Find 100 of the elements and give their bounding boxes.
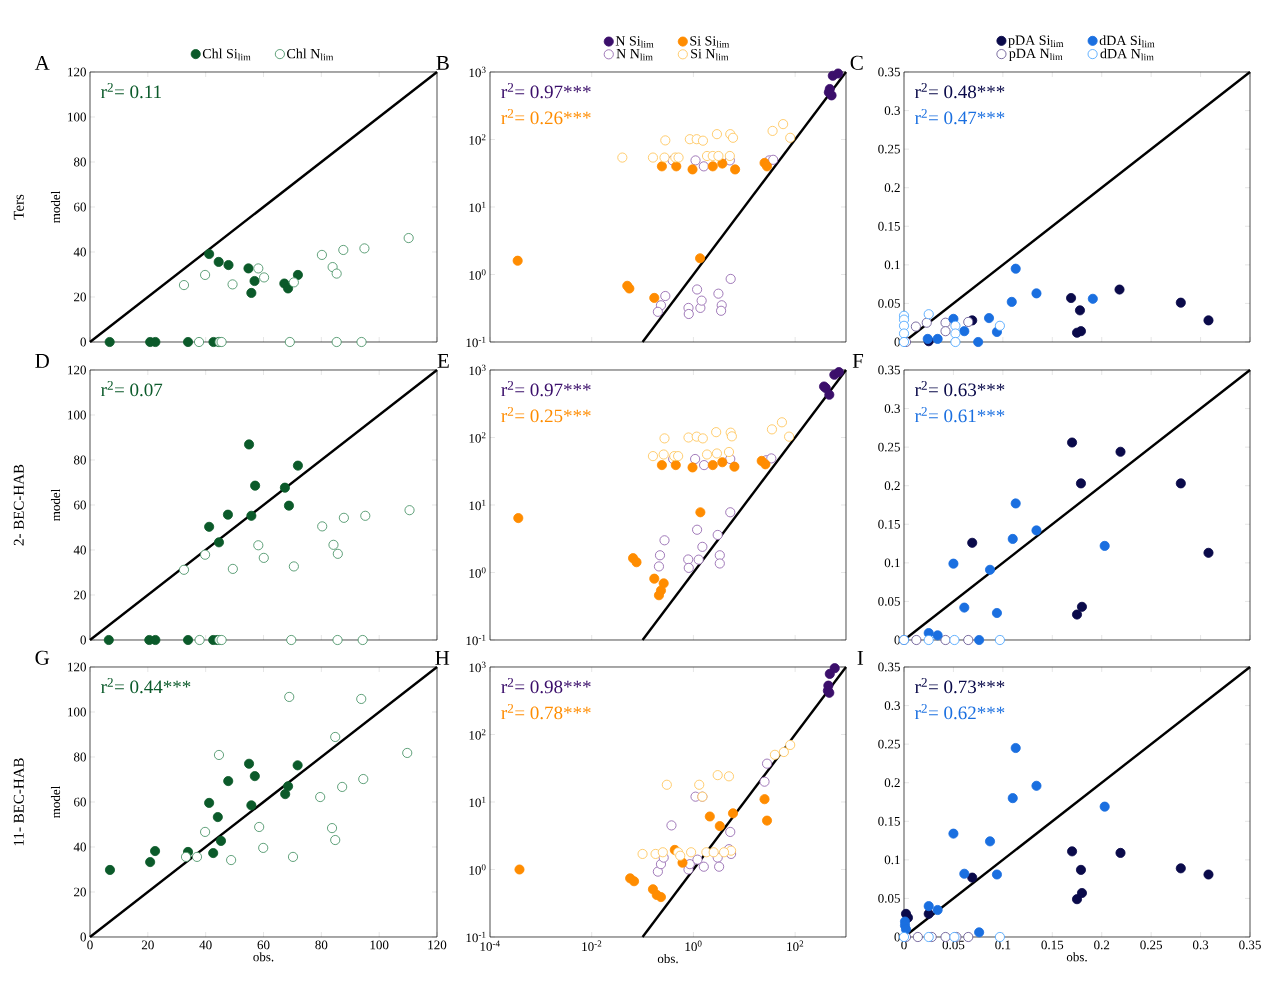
y-tick-label: 0.35 (878, 662, 900, 672)
y-tick-label: 0.2 (884, 778, 900, 788)
y-tick-label: 0.35 (878, 365, 900, 375)
annotation: r$^{2}$= 0.48*** (914, 83, 1005, 99)
y-tick-label: 0.15 (878, 816, 900, 826)
y-tick-label: 80 (73, 455, 86, 465)
x-tick-label: 40 (199, 940, 212, 950)
y-axis-title: model (50, 489, 61, 521)
y-tick-label: 10$^{1}$ (469, 201, 486, 213)
x-tick-label: 0 (901, 940, 907, 950)
y-tick-label: 10$^{2}$ (469, 729, 486, 740)
y-tick-label: 0.25 (878, 739, 900, 749)
annotation: r$^{2}$= 0.26*** (501, 109, 591, 125)
y-tick-label: 0.1 (884, 855, 900, 865)
x-tick-label: 10$^{-4}$ (480, 940, 500, 951)
y-tick-label: 0.15 (878, 519, 900, 529)
x-tick-label: 10$^{2}$ (787, 940, 804, 952)
x-tick-label: 0.2 (1094, 940, 1110, 950)
y-tick-label: 0.05 (878, 894, 900, 903)
x-axis-title: obs. (253, 952, 274, 962)
y-tick-label: 100 (68, 112, 86, 122)
y-tick-label: 120 (68, 662, 86, 672)
chart-title: H (435, 651, 450, 665)
y-tick-label: 0.2 (884, 183, 900, 193)
chart-title: D (35, 354, 49, 368)
legend-label: Si N$_{lim}$ (691, 48, 729, 61)
chart-title: C (850, 55, 863, 70)
legend-label: pDA N$_{lim}$ (1009, 48, 1063, 61)
y-axis-title: model (50, 191, 61, 223)
text: 2- BEC-HAB (13, 464, 24, 546)
y-tick-label: 0.2 (884, 481, 900, 491)
annotation: r$^{2}$= 0.73*** (914, 678, 1005, 694)
annotation: r$^{2}$= 0.44*** (100, 678, 191, 694)
y-tick-label: 0 (80, 337, 86, 347)
y-tick-label: 0.1 (884, 260, 900, 270)
y-tick-label: 0.05 (878, 597, 900, 606)
x-tick-label: 0.15 (1041, 940, 1064, 950)
y-tick-label: 0.25 (878, 144, 900, 154)
x-tick-label: 60 (257, 940, 270, 950)
x-tick-label: 10$^{0}$ (685, 940, 702, 952)
x-tick-label: 0.3 (1192, 940, 1209, 950)
y-tick-label: 100 (68, 707, 86, 717)
chart-title: I (857, 651, 864, 665)
y-tick-label: 0.3 (884, 701, 900, 710)
y-tick-label: 0.3 (884, 404, 900, 413)
x-tick-label: 0 (87, 940, 93, 950)
y-tick-label: 10$^{0}$ (469, 567, 486, 578)
y-tick-label: 120 (68, 365, 86, 375)
x-tick-label: 0.35 (1239, 940, 1261, 950)
y-tick-label: 20 (74, 887, 86, 897)
chart-title: F (852, 354, 864, 368)
y-tick-label: 0.15 (878, 221, 900, 231)
y-tick-label: 10$^{1}$ (469, 796, 486, 808)
y-tick-label: 40 (73, 545, 86, 555)
y-axis-title: model (50, 786, 61, 818)
chart-title: G (35, 650, 50, 665)
annotation: r$^{2}$= 0.11 (100, 83, 161, 99)
y-tick-label: 0 (894, 337, 900, 347)
y-tick-label: 0.1 (884, 558, 900, 568)
legend-label: Chl Si$_{lim}$ (202, 48, 251, 61)
y-tick-label: 20 (74, 590, 86, 600)
y-tick-label: 0 (894, 932, 900, 942)
annotation: r$^{2}$= 0.47*** (914, 109, 1005, 125)
annotation: r$^{2}$= 0.97*** (501, 381, 591, 397)
y-tick-label: 100 (68, 410, 86, 420)
annotation: r$^{2}$= 0.97*** (501, 83, 591, 99)
annotation: r$^{2}$= 0.78*** (501, 704, 591, 720)
text: Ters (13, 194, 24, 220)
y-tick-label: 10$^{0}$ (469, 864, 486, 875)
x-tick-label: 20 (141, 940, 154, 950)
y-tick-label: 60 (74, 500, 86, 510)
y-tick-label: 60 (74, 202, 86, 212)
legend-label: dDA N$_{lim}$ (1100, 48, 1154, 61)
legend-label: N Si$_{lim}$ (615, 36, 654, 48)
y-tick-label: 0.35 (878, 67, 900, 77)
x-tick-label: 120 (428, 940, 447, 950)
y-tick-label: 120 (68, 67, 86, 77)
annotation: r$^{2}$= 0.61*** (914, 407, 1005, 423)
annotation: r$^{2}$= 0.25*** (501, 407, 591, 423)
y-tick-label: 10$^{-1}$ (466, 336, 486, 348)
y-tick-label: 10$^{1}$ (469, 499, 486, 511)
legend-label: N N$_{lim}$ (616, 48, 653, 61)
annotation: r$^{2}$= 0.62*** (914, 704, 1005, 720)
y-tick-label: 10$^{2}$ (469, 134, 486, 145)
y-tick-label: 10$^{-1}$ (466, 634, 486, 646)
y-tick-label: 40 (73, 842, 86, 852)
y-tick-label: 40 (73, 247, 86, 257)
legend-label: Chl N$_{lim}$ (287, 48, 334, 61)
y-tick-label: 0.3 (884, 106, 900, 115)
annotation: r$^{2}$= 0.98*** (501, 678, 591, 694)
y-tick-label: 0.25 (878, 442, 900, 452)
annotation: r$^{2}$= 0.07 (100, 381, 163, 397)
x-tick-label: 100 (370, 940, 389, 950)
x-tick-label: 0.1 (995, 940, 1011, 950)
x-axis-title: obs. (657, 953, 678, 964)
chart-title: B (436, 55, 449, 70)
text: 11- BEC-HAB (13, 758, 24, 846)
x-tick-label: 0.25 (1140, 940, 1163, 950)
annotation: r$^{2}$= 0.63*** (914, 381, 1005, 397)
chart-title: E (437, 354, 449, 368)
